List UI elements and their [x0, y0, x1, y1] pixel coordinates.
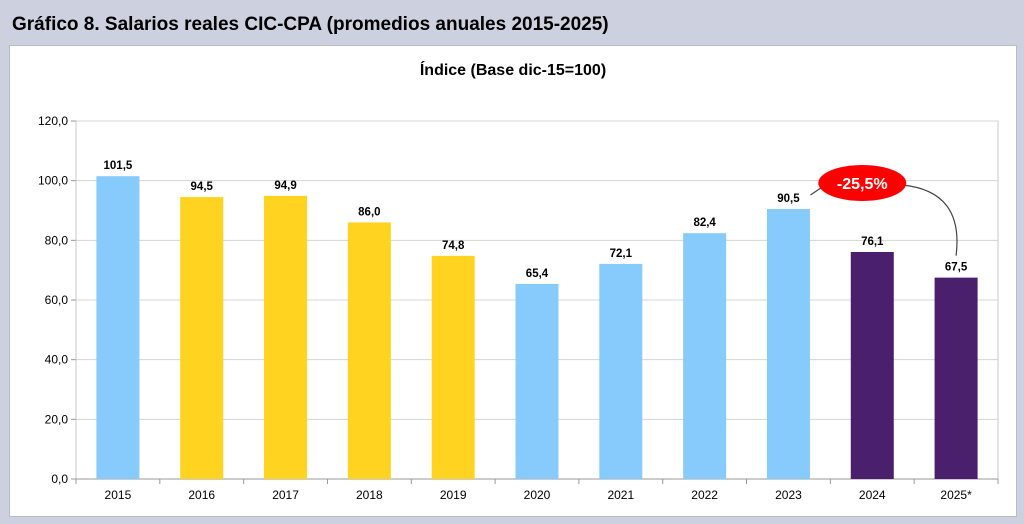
data-label: 76,1 [861, 236, 884, 248]
bar [96, 176, 140, 480]
x-tick-label: 2017 [272, 488, 299, 502]
x-tick-label: 2021 [607, 488, 634, 502]
y-tick-label: 40,0 [45, 353, 69, 367]
bar [599, 263, 643, 479]
y-tick-label: 100,0 [38, 174, 68, 188]
page-title: Gráfico 8. Salarios reales CIC-CPA (prom… [12, 14, 609, 35]
chart-panel: Índice (Base dic-15=100) 0,0 20,0 40,0 60,0… [9, 45, 1017, 517]
data-label: 82,4 [693, 217, 716, 229]
x-tick-label: 2024 [859, 488, 886, 502]
data-label: 86,0 [358, 206, 380, 218]
data-label: 90,5 [777, 193, 800, 205]
y-tick-label: 20,0 [45, 412, 69, 426]
chart-title: Índice (Base dic-15=100) [419, 62, 607, 79]
x-tick-label: 2018 [356, 488, 383, 502]
y-tick-label: 120,0 [38, 114, 68, 128]
bar [180, 197, 224, 479]
data-label: 67,5 [945, 262, 968, 274]
data-label: 94,5 [191, 181, 214, 193]
bar [431, 255, 475, 479]
data-label: 65,4 [526, 268, 549, 280]
bar-chart: 0,0 20,0 40,0 60,0 80,0 100,0 120,0 2015 101,5 20… [38, 114, 999, 502]
bar [264, 195, 308, 480]
y-tick-label: 60,0 [45, 293, 69, 307]
x-tick-label: 2025* [940, 488, 972, 502]
annotation-label: -25,5% [837, 176, 888, 193]
x-tick-label: 2019 [440, 488, 467, 502]
data-label: 74,8 [442, 240, 465, 252]
x-tick-label: 2022 [691, 488, 718, 502]
x-tick-label: 2016 [188, 488, 215, 502]
x-tick-label: 2023 [775, 488, 802, 502]
y-tick-label: 0,0 [51, 472, 68, 486]
bar [683, 233, 727, 479]
data-label: 94,9 [274, 180, 296, 192]
x-tick-label: 2015 [105, 488, 132, 502]
x-tick-label: 2020 [524, 488, 551, 502]
bar [766, 209, 810, 479]
bar [347, 222, 391, 479]
y-tick-label: 80,0 [45, 233, 69, 247]
bar [850, 251, 894, 479]
annotation-connector-right [902, 184, 958, 256]
bar [515, 283, 559, 479]
data-label: 101,5 [104, 160, 133, 172]
bar [934, 277, 978, 479]
data-label: 72,1 [610, 248, 633, 260]
annotation-badge [818, 165, 907, 201]
